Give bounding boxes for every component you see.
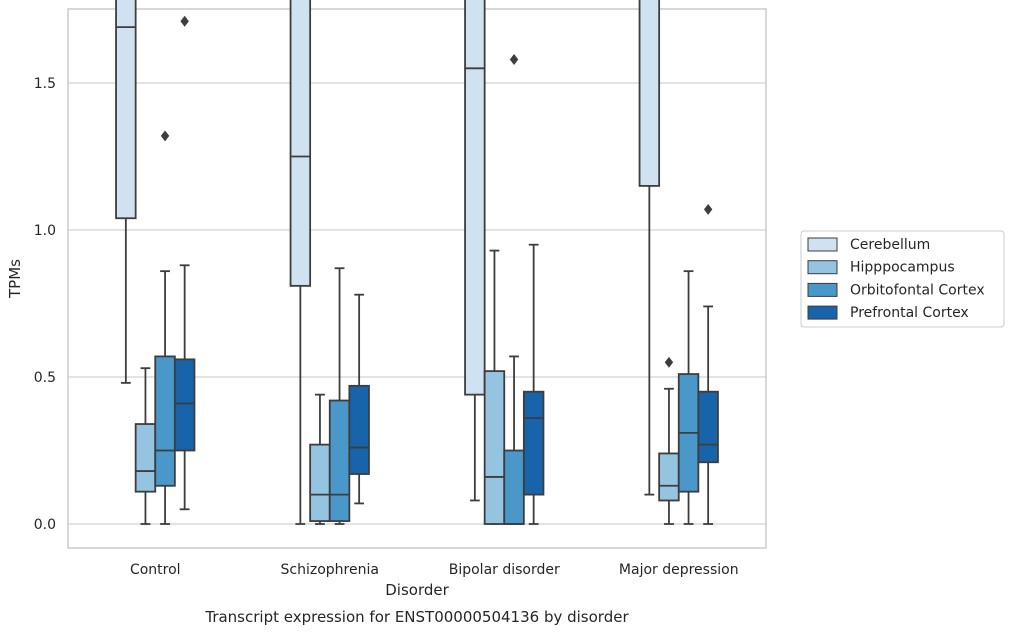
- x-tick-label: Bipolar disorder: [449, 562, 560, 578]
- plot-frame: [67, 8, 767, 549]
- box: [154, 355, 176, 487]
- y-tick-labels: 0.00.51.01.52.02.53.0: [34, 76, 56, 533]
- box: [503, 449, 525, 525]
- box: [638, 0, 661, 187]
- box: [348, 384, 370, 475]
- legend-swatch: [807, 237, 838, 252]
- legend-swatch: [807, 305, 838, 320]
- box: [464, 0, 486, 396]
- x-tick-label: Major depression: [619, 562, 739, 578]
- box: [309, 443, 331, 522]
- legend-swatch: [807, 282, 838, 297]
- x-tick-label: Control: [130, 562, 181, 578]
- legend-frame: [800, 230, 1005, 328]
- box-group: [115, 0, 196, 525]
- y-tick-label: 0.5: [34, 370, 56, 386]
- box: [658, 452, 680, 502]
- legend-label: Orbitofontal Cortex: [850, 282, 985, 298]
- legend-label: Cerebellum: [850, 237, 930, 253]
- legend-label: Prefrontal Cortex: [850, 305, 969, 321]
- box: [134, 423, 157, 493]
- outlier-point: [180, 15, 189, 27]
- box-groups: [115, 0, 719, 525]
- y-axis-title: TPMs: [6, 259, 24, 299]
- box: [697, 390, 719, 464]
- outlier-point: [509, 54, 519, 65]
- box-group: [638, 0, 719, 525]
- outlier-point: [160, 130, 170, 142]
- x-axis-title: Disorder: [385, 581, 449, 599]
- box: [115, 0, 137, 220]
- box: [328, 399, 351, 522]
- y-tick-label: 1.0: [34, 223, 56, 239]
- box-group: [289, 0, 370, 525]
- legend: Cerebellum Hipppocampus Orbitofontal Corte…: [800, 230, 1005, 328]
- legend-label: Hipppocampus: [850, 260, 955, 276]
- x-tick-label: Schizophrenia: [281, 562, 379, 578]
- y-tick-label: 0.0: [34, 517, 56, 533]
- y-tick-label: 1.5: [34, 76, 56, 92]
- box: [173, 358, 196, 452]
- outlier-point: [664, 356, 674, 368]
- legend-swatch: [807, 260, 838, 275]
- outlier-point: [703, 203, 713, 215]
- figure-caption: Transcript expression for ENST0000050413…: [204, 608, 629, 626]
- box: [522, 390, 545, 496]
- box: [483, 370, 506, 525]
- box: [289, 0, 312, 287]
- box-group: [464, 0, 545, 525]
- x-tick-labels: Control Schizophrenia Bipolar disorder Majo…: [130, 562, 739, 578]
